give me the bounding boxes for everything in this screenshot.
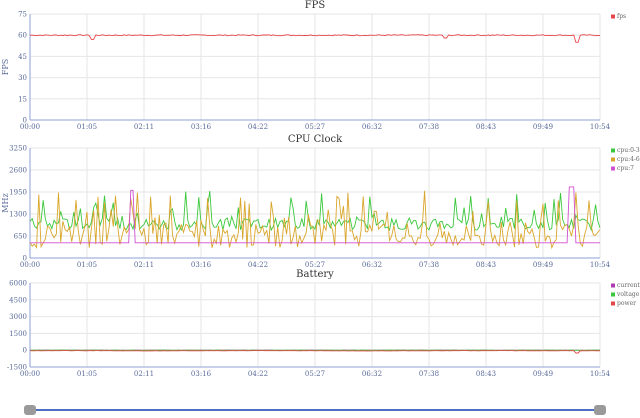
x-tick-label: 08:43: [476, 370, 496, 378]
legend-swatch: [611, 148, 615, 153]
y-tick-label: 4500: [9, 296, 27, 304]
x-tick-label: 05:27: [305, 123, 325, 131]
slider-handle-left[interactable]: [24, 405, 36, 415]
y-tick-label: 3000: [9, 313, 27, 321]
legend-swatch: [611, 14, 615, 19]
series-line-power: [29, 350, 601, 354]
x-tick-label: 05:27: [305, 261, 325, 269]
x-tick-label: 10:54: [590, 261, 611, 269]
y-tick-label: 60: [18, 32, 27, 40]
x-tick-label: 06:32: [362, 370, 382, 378]
x-tick-label: 04:22: [248, 261, 268, 269]
y-tick-label: 0: [23, 347, 27, 355]
x-tick-label: 02:11: [134, 370, 154, 378]
x-tick-label: 01:05: [77, 370, 97, 378]
legend-label: cpu:4-6: [617, 156, 640, 163]
y-tick-label: 75: [18, 11, 27, 19]
legend-label: power: [617, 300, 636, 307]
x-tick-label: 09:49: [533, 123, 553, 131]
x-tick-label: 05:27: [305, 370, 325, 378]
chart-2: Battery -1500 0 1500 3000 4500 6000 00:00 01:05 0…: [7, 269, 640, 378]
x-tick-label: 08:43: [476, 261, 496, 269]
x-tick-label: 08:43: [476, 123, 496, 131]
y-tick-label: 30: [18, 74, 27, 82]
y-tick-label: 0: [23, 117, 27, 125]
x-tick-label: 06:32: [362, 123, 382, 131]
legend-label: voltage: [616, 291, 640, 298]
y-tick-label: 1500: [9, 330, 27, 338]
legend-label: fps: [617, 13, 626, 20]
x-tick-label: 04:22: [248, 370, 268, 378]
y-axis-label: FPS: [1, 59, 10, 75]
y-tick-label: 6000: [9, 280, 27, 288]
y-tick-label: 2600: [9, 167, 27, 175]
series-line-cpu:4-6: [29, 190, 601, 250]
x-tick-label: 01:05: [77, 123, 97, 131]
x-tick-label: 00:00: [20, 370, 40, 378]
x-tick-label: 00:00: [20, 261, 40, 269]
x-tick-label: 01:05: [77, 261, 97, 269]
x-tick-label: 10:54: [590, 123, 611, 131]
y-tick-label: 3250: [9, 145, 27, 153]
legend-label: cpu:0-3: [617, 147, 640, 154]
x-tick-label: 03:16: [191, 370, 212, 378]
y-axis-label: MHz: [1, 193, 10, 212]
y-tick-label: -1500: [7, 364, 27, 372]
legend-swatch: [611, 301, 615, 306]
x-tick-label: 09:49: [533, 370, 553, 378]
x-tick-label: 06:32: [362, 261, 382, 269]
series-line-fps: [29, 34, 601, 43]
x-tick-label: 02:11: [134, 261, 154, 269]
chart-title: CPU Clock: [288, 134, 343, 145]
series-line-cpu:7: [30, 186, 600, 244]
chart-title: Battery: [296, 269, 334, 280]
legend-swatch: [611, 157, 615, 162]
x-tick-label: 10:54: [590, 370, 611, 378]
x-tick-label: 09:49: [533, 261, 553, 269]
y-tick-label: 45: [18, 53, 27, 61]
chart-0: FPS FPS 0 15 30 45 60 75 00:00 01:05 02:11 03:16 04:…: [1, 0, 626, 131]
chart-1: CPU Clock MHz 0 650 1300 1950 2600 3250 00:00 01:…: [1, 134, 640, 269]
x-tick-label: 07:38: [419, 123, 439, 131]
legend-swatch: [611, 292, 615, 297]
y-tick-label: 650: [14, 233, 27, 241]
x-tick-label: 04:22: [248, 123, 268, 131]
legend-swatch: [611, 166, 615, 171]
x-tick-label: 03:16: [191, 123, 212, 131]
x-tick-label: 07:38: [419, 261, 439, 269]
legend-label: cpu:7: [617, 165, 634, 172]
chart-title: FPS: [305, 0, 326, 11]
y-tick-label: 15: [18, 95, 27, 103]
x-tick-label: 02:11: [134, 123, 154, 131]
time-range-slider: [24, 405, 606, 415]
x-tick-label: 00:00: [20, 123, 40, 131]
slider-handle-right[interactable]: [594, 405, 606, 415]
y-tick-label: 0: [23, 255, 27, 263]
legend-label: current: [617, 282, 640, 289]
y-tick-label: 1950: [9, 189, 27, 197]
x-tick-label: 07:38: [419, 370, 439, 378]
legend-swatch: [611, 283, 615, 288]
x-tick-label: 03:16: [191, 261, 212, 269]
y-tick-label: 1300: [9, 211, 27, 219]
